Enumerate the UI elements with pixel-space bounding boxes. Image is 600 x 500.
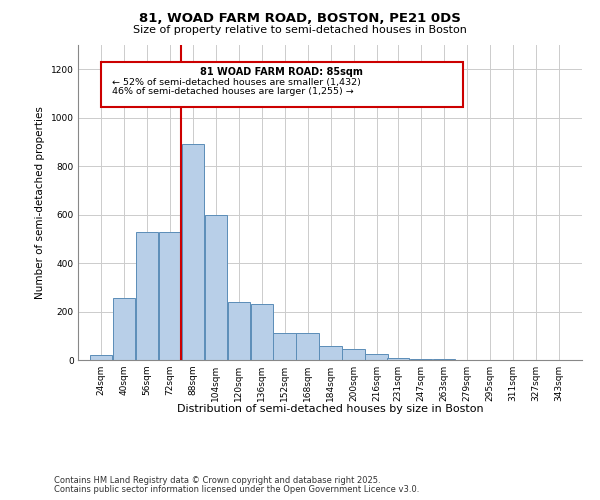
Y-axis label: Number of semi-detached properties: Number of semi-detached properties bbox=[35, 106, 45, 299]
Bar bbox=[136, 232, 158, 360]
Text: Contains public sector information licensed under the Open Government Licence v3: Contains public sector information licen… bbox=[54, 485, 419, 494]
Bar bbox=[113, 298, 135, 360]
Bar bbox=[227, 302, 250, 360]
Text: 81, WOAD FARM ROAD, BOSTON, PE21 0DS: 81, WOAD FARM ROAD, BOSTON, PE21 0DS bbox=[139, 12, 461, 26]
Bar bbox=[296, 334, 319, 360]
Bar bbox=[251, 304, 273, 360]
Text: ← 52% of semi-detached houses are smaller (1,432): ← 52% of semi-detached houses are smalle… bbox=[112, 78, 361, 86]
Bar bbox=[343, 349, 365, 360]
Bar bbox=[365, 354, 388, 360]
Bar bbox=[205, 214, 227, 360]
Bar bbox=[410, 359, 433, 360]
Text: 81 WOAD FARM ROAD: 85sqm: 81 WOAD FARM ROAD: 85sqm bbox=[200, 67, 364, 77]
Text: Contains HM Land Registry data © Crown copyright and database right 2025.: Contains HM Land Registry data © Crown c… bbox=[54, 476, 380, 485]
Bar bbox=[274, 334, 296, 360]
Bar bbox=[182, 144, 204, 360]
Text: 46% of semi-detached houses are larger (1,255) →: 46% of semi-detached houses are larger (… bbox=[112, 88, 354, 96]
Bar bbox=[158, 232, 181, 360]
Bar bbox=[90, 355, 112, 360]
Bar bbox=[387, 358, 409, 360]
X-axis label: Distribution of semi-detached houses by size in Boston: Distribution of semi-detached houses by … bbox=[176, 404, 484, 414]
Bar bbox=[319, 346, 342, 360]
FancyBboxPatch shape bbox=[101, 62, 463, 107]
Text: Size of property relative to semi-detached houses in Boston: Size of property relative to semi-detach… bbox=[133, 25, 467, 35]
